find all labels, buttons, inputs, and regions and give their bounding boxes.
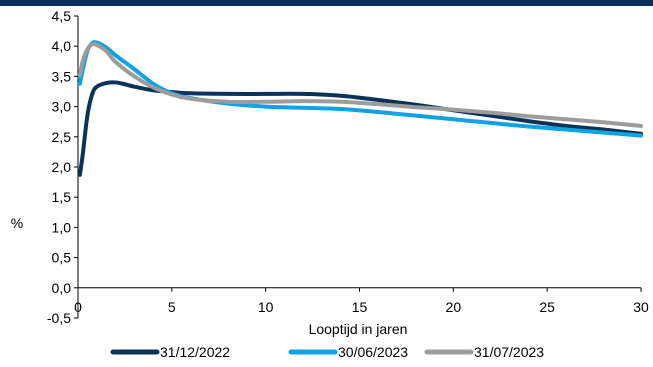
x-axis-title: Looptijd in jaren xyxy=(309,321,408,337)
y-tick-label: 2,5 xyxy=(52,129,72,145)
x-tick-label: 30 xyxy=(633,299,649,315)
legend-label: 31/12/2022 xyxy=(160,344,230,360)
series-line xyxy=(77,41,643,128)
y-tick-label: 4,0 xyxy=(52,38,72,54)
legend-label: 31/07/2023 xyxy=(474,344,544,360)
x-tick-label: 20 xyxy=(446,299,462,315)
y-tick-label: -0,5 xyxy=(47,310,71,326)
legend-label: 30/06/2023 xyxy=(338,344,408,360)
y-tick-label: 0,5 xyxy=(52,250,72,266)
series-line xyxy=(77,40,643,138)
y-tick-label: 3,5 xyxy=(52,68,72,84)
x-tick-label: 0 xyxy=(74,299,82,315)
y-axis-title: % xyxy=(11,215,23,231)
chart-legend: 31/12/2022 30/06/2023 31/07/2023 xyxy=(110,344,544,360)
x-tick-label: 25 xyxy=(539,299,555,315)
x-tick-labels: 0 5 10 15 20 25 30 xyxy=(74,287,649,315)
y-tick-label: 0,0 xyxy=(52,280,72,296)
y-tick-label: 1,5 xyxy=(52,189,72,205)
y-tick-labels: -0,5 0,0 0,5 1,0 1,5 2,0 2,5 3,0 3,5 4,0 4,5 xyxy=(47,8,78,326)
x-tick-label: 10 xyxy=(258,299,274,315)
x-tick-label: 5 xyxy=(168,299,176,315)
y-tick-label: 4,5 xyxy=(52,8,72,24)
y-tick-label: 2,0 xyxy=(52,159,72,175)
chart-axes xyxy=(77,16,641,318)
x-tick-label: 15 xyxy=(352,299,368,315)
y-tick-label: 1,0 xyxy=(52,219,72,235)
top-accent-bar xyxy=(0,0,653,6)
series-line xyxy=(77,80,643,177)
y-tick-label: 3,0 xyxy=(52,99,72,115)
series-lines xyxy=(77,40,643,177)
